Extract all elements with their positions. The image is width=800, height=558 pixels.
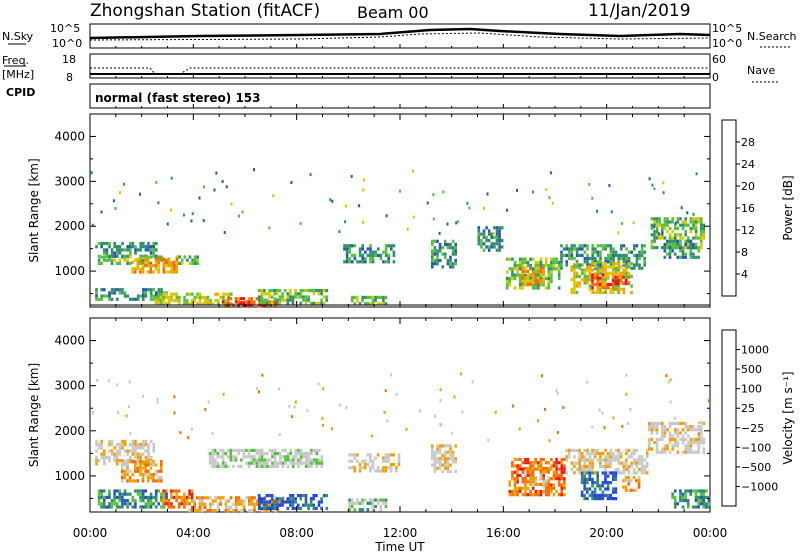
colorbar-label: Velocity [m s⁻¹] — [781, 371, 795, 464]
nsearch-bottom: 10^0 — [712, 37, 742, 50]
freq-top: 18 — [62, 53, 76, 66]
y-tick-label: 3000 — [54, 174, 85, 188]
echo-cluster — [521, 266, 545, 286]
scatter-points — [91, 372, 710, 443]
echo-cluster — [350, 295, 388, 306]
time-tick-label: 04:00 — [176, 526, 211, 540]
echo-cluster — [121, 460, 163, 483]
colorbar-tick-label: 500 — [741, 363, 762, 376]
colorbar-label: Power [dB] — [781, 175, 795, 240]
freq-label-2: [MHz] — [2, 68, 34, 81]
colorbar-tick-label: 24 — [741, 158, 755, 171]
time-tick-label: 20:00 — [589, 526, 624, 540]
echo-cluster — [580, 471, 618, 501]
scatter-points — [90, 168, 698, 237]
colorbar-tick-label: 100 — [741, 383, 762, 396]
echo-cluster — [257, 494, 329, 510]
cpid-label: CPID — [6, 86, 35, 99]
plot-frame — [89, 317, 711, 513]
y-tick-label: 4000 — [54, 129, 85, 143]
echo-cluster — [162, 489, 194, 509]
colorbar-tick-label: 8 — [741, 246, 748, 259]
colorbar-tick-label: 28 — [741, 136, 755, 149]
y-tick-label: 2000 — [54, 219, 85, 233]
echo-cluster — [622, 475, 641, 492]
echo-cluster — [524, 466, 550, 487]
colorbar-tick-label: 20 — [741, 180, 755, 193]
nsky-label: N.Sky — [2, 30, 34, 43]
nsky-top: 10^5 — [50, 22, 80, 35]
colorbar-tick-label: 16 — [741, 202, 755, 215]
colorbar: 4 8 12 16 20 24 28 Power [dB] — [721, 119, 795, 297]
freq-label-1: Freq. — [2, 54, 29, 67]
y-tick-label: 1000 — [54, 469, 85, 483]
colorbar-tick-label: −100 — [741, 441, 771, 454]
echo-cluster — [154, 292, 233, 306]
colorbar-tick-label: −25 — [741, 422, 764, 435]
y-axis-label: Slant Range [km] — [27, 363, 41, 467]
nave-top: 60 — [712, 53, 726, 66]
echo-cluster — [95, 288, 168, 301]
echo-cluster — [663, 239, 700, 259]
time-tick-label: 12:00 — [383, 526, 418, 540]
nsky-bottom: 10^0 — [52, 37, 82, 50]
time-axis: 00:00 04:00 08:00 12:00 16:00 20:00 00:00 — [73, 44, 728, 540]
power-panel: 1000 2000 3000 4000 Slant Range [km] 4 8 12 16 20… — [27, 113, 795, 308]
y-axis-label: Slant Range [km] — [27, 158, 41, 262]
colorbar-tick-label: 25 — [741, 402, 755, 415]
y-tick-label: 3000 — [54, 379, 85, 393]
nave-bottom: 0 — [712, 71, 719, 84]
echo-cluster — [257, 289, 329, 305]
cpid-mode: normal (fast stereo) 153 — [95, 91, 261, 105]
echo-cluster — [431, 444, 457, 474]
echo-cluster — [611, 275, 630, 286]
nsearch-trace — [89, 32, 711, 41]
time-axis-label: Time UT — [374, 540, 425, 554]
time-tick-label: 08:00 — [279, 526, 314, 540]
colorbar-tick-label: 1000 — [741, 344, 769, 357]
echo-cluster — [97, 489, 168, 509]
station-title: Zhongshan Station (fitACF) — [90, 1, 320, 21]
colorbar-tick-label: −1000 — [741, 480, 778, 493]
echo-cluster — [591, 273, 618, 290]
colorbar-tick-label: 4 — [741, 268, 748, 281]
y-tick-label: 2000 — [54, 424, 85, 438]
echo-cluster — [343, 244, 396, 264]
colorbar-tick-label: 12 — [741, 224, 755, 237]
echo-cluster — [565, 448, 649, 475]
echo-cluster — [208, 448, 324, 468]
date-label: 11/Jan/2019 — [588, 1, 691, 21]
y-tick-label: 4000 — [54, 334, 85, 348]
echo-cluster — [671, 489, 711, 509]
nsearch-top: 10^5 — [712, 22, 742, 35]
echo-cluster — [648, 421, 706, 454]
echo-cluster — [348, 498, 388, 512]
beam-label: Beam 00 — [357, 3, 429, 22]
echo-cluster — [348, 453, 401, 473]
colorbar: 1000 500 100 25 −25 −100 −500 −1000 Velocity [m … — [721, 329, 795, 507]
nsearch-label: N.Search — [747, 30, 797, 43]
time-tick-label: 00:00 — [73, 526, 108, 540]
time-tick-label: 16:00 — [486, 526, 521, 540]
nave-trace — [90, 67, 710, 75]
echo-cluster — [131, 257, 179, 274]
nsky-trace — [89, 27, 711, 40]
nave-label: Nave — [747, 64, 775, 77]
echo-cluster — [477, 226, 504, 252]
colorbar-tick-label: −500 — [741, 461, 771, 474]
time-tick-label: 00:00 — [693, 526, 728, 540]
freq-bottom: 8 — [66, 71, 73, 84]
y-tick-label: 1000 — [54, 264, 85, 278]
echo-cluster — [431, 239, 457, 269]
